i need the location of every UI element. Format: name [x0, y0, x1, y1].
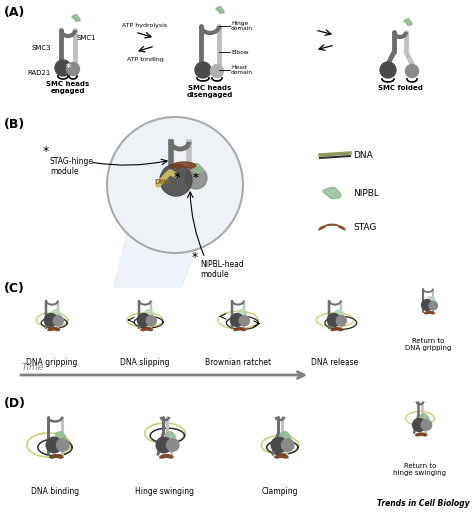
Polygon shape — [428, 297, 435, 302]
Circle shape — [160, 164, 192, 196]
Text: *: * — [43, 145, 49, 158]
Circle shape — [210, 64, 224, 78]
Circle shape — [405, 64, 419, 78]
Text: SMC heads
disengaged: SMC heads disengaged — [187, 85, 233, 98]
Polygon shape — [189, 163, 204, 172]
Polygon shape — [141, 327, 153, 331]
Circle shape — [46, 437, 62, 453]
Text: *: * — [193, 173, 199, 183]
Polygon shape — [50, 455, 63, 458]
Text: NIPBL-head
module: NIPBL-head module — [200, 260, 244, 280]
Text: SMC folded: SMC folded — [378, 85, 422, 91]
Text: (B): (B) — [4, 118, 25, 131]
Polygon shape — [280, 432, 291, 439]
Circle shape — [137, 314, 150, 326]
Text: ATP hydrolysis: ATP hydrolysis — [122, 23, 168, 28]
Polygon shape — [216, 7, 224, 13]
Text: Return to
DNA gripping: Return to DNA gripping — [405, 338, 451, 351]
Polygon shape — [420, 414, 429, 420]
Polygon shape — [114, 233, 202, 287]
Polygon shape — [72, 15, 80, 21]
Polygon shape — [335, 310, 344, 316]
Text: Head
domain: Head domain — [231, 65, 253, 76]
Circle shape — [195, 62, 211, 78]
Text: SMC heads
engaged: SMC heads engaged — [46, 81, 90, 94]
Text: RAD21: RAD21 — [27, 70, 51, 76]
Polygon shape — [234, 327, 246, 331]
Circle shape — [55, 60, 71, 76]
Text: Clamping: Clamping — [262, 487, 298, 496]
Text: STAG-hinge
module: STAG-hinge module — [50, 157, 94, 176]
Circle shape — [56, 439, 69, 451]
Text: *: * — [192, 251, 198, 265]
Text: Return to
hinge swinging: Return to hinge swinging — [393, 463, 447, 476]
Text: SMC1: SMC1 — [77, 35, 97, 41]
Polygon shape — [165, 432, 175, 439]
Polygon shape — [48, 327, 60, 331]
Circle shape — [336, 316, 346, 326]
Circle shape — [413, 418, 426, 431]
Text: STAG: STAG — [353, 223, 376, 231]
Text: DNA slipping: DNA slipping — [120, 358, 170, 367]
Text: DNA: DNA — [154, 179, 171, 185]
Polygon shape — [52, 310, 61, 316]
Polygon shape — [275, 455, 288, 458]
Circle shape — [230, 314, 243, 326]
Polygon shape — [331, 327, 343, 331]
Text: (D): (D) — [4, 397, 26, 410]
Circle shape — [328, 314, 340, 326]
Circle shape — [429, 301, 438, 310]
Text: Hinge swinging: Hinge swinging — [136, 487, 194, 496]
Circle shape — [422, 300, 432, 310]
Circle shape — [185, 167, 207, 189]
Text: *: * — [65, 63, 71, 73]
Text: Hinge
domain: Hinge domain — [231, 21, 253, 31]
Text: (A): (A) — [4, 6, 26, 19]
Polygon shape — [323, 187, 341, 199]
Text: *: * — [174, 171, 180, 183]
Circle shape — [271, 437, 287, 453]
Text: DNA gripping: DNA gripping — [27, 358, 78, 367]
Text: DNA release: DNA release — [311, 358, 359, 367]
Text: DNA: DNA — [353, 151, 373, 159]
Text: DNA binding: DNA binding — [31, 487, 79, 496]
Polygon shape — [319, 224, 345, 230]
Text: SMC3: SMC3 — [31, 45, 51, 51]
Circle shape — [166, 439, 179, 451]
Text: Brownian ratchet: Brownian ratchet — [205, 358, 271, 367]
Polygon shape — [145, 310, 154, 316]
Text: Time: Time — [22, 363, 44, 372]
Circle shape — [380, 62, 396, 78]
Circle shape — [421, 420, 432, 430]
Circle shape — [239, 316, 249, 326]
Circle shape — [45, 314, 57, 326]
Text: NIPBL: NIPBL — [353, 189, 379, 197]
Text: Trends in Cell Biology: Trends in Cell Biology — [377, 499, 470, 508]
Polygon shape — [160, 455, 173, 458]
Circle shape — [282, 439, 294, 451]
Text: ATP binding: ATP binding — [127, 57, 164, 62]
Polygon shape — [55, 432, 65, 439]
Circle shape — [107, 117, 243, 253]
Polygon shape — [425, 311, 434, 314]
Circle shape — [156, 437, 172, 453]
Circle shape — [146, 316, 156, 326]
Circle shape — [53, 316, 64, 326]
Polygon shape — [416, 433, 427, 436]
Polygon shape — [172, 162, 196, 169]
Text: Elbow: Elbow — [231, 49, 248, 54]
Polygon shape — [238, 310, 246, 316]
Circle shape — [66, 63, 80, 76]
Text: (C): (C) — [4, 282, 25, 295]
Polygon shape — [404, 19, 412, 25]
